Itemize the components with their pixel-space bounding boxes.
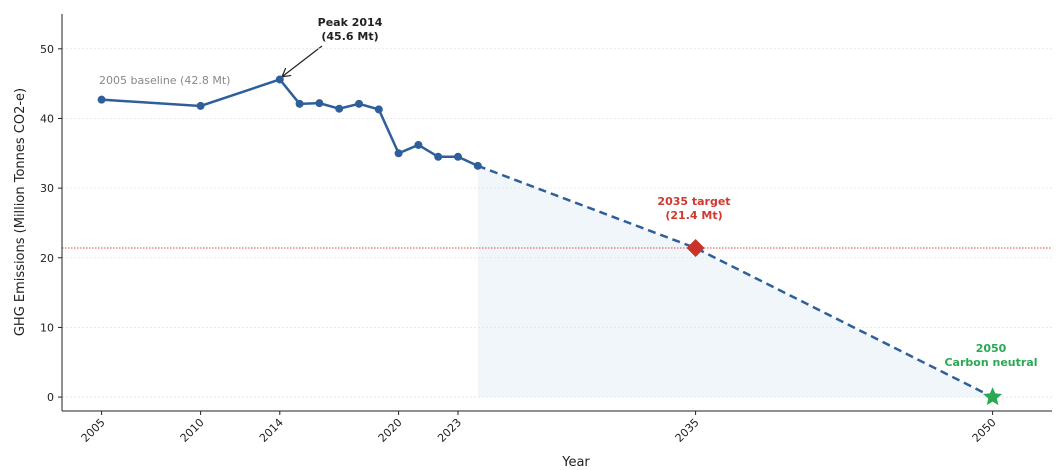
x-axis-label: Year	[561, 455, 590, 470]
target-marker	[686, 239, 705, 258]
data-point	[434, 152, 443, 161]
peak-annotation: (45.6 Mt)	[321, 30, 378, 43]
data-point	[295, 99, 304, 108]
peak-annotation: Peak 2014	[318, 16, 383, 29]
data-point	[374, 105, 383, 114]
y-tick-label: 20	[40, 252, 54, 265]
baseline-annotation: 2005 baseline (42.8 Mt)	[99, 74, 230, 87]
x-tick-label: 2023	[435, 416, 464, 445]
data-point	[315, 99, 324, 108]
y-axis-label: GHG Emissions (Million Tonnes CO2-e)	[13, 88, 28, 336]
y-tick-label: 50	[40, 43, 54, 56]
data-point	[275, 75, 284, 84]
plot	[58, 14, 1052, 415]
neutral-marker	[983, 387, 1003, 406]
y-tick-label: 40	[40, 112, 54, 125]
x-tick-label: 2050	[970, 416, 999, 445]
data-point	[196, 101, 205, 110]
target-annotation: 2035 target	[657, 195, 730, 208]
series-line	[101, 78, 479, 167]
x-tick-label: 2014	[257, 416, 286, 445]
x-tick-label: 2010	[178, 416, 207, 445]
peak-arrow	[283, 45, 323, 76]
x-tick-label: 2005	[79, 416, 108, 445]
data-point	[454, 152, 462, 161]
data-point	[335, 104, 344, 113]
projection-area	[477, 165, 993, 398]
data-point	[394, 149, 403, 158]
data-point	[414, 140, 423, 149]
x-tick-label: 2035	[673, 416, 702, 445]
y-tick-label: 0	[47, 391, 54, 404]
y-tick-label: 10	[40, 321, 54, 334]
data-point	[355, 99, 363, 108]
data-point	[97, 95, 106, 104]
neutral-annotation: Carbon neutral	[944, 356, 1037, 369]
target-annotation: (21.4 Mt)	[665, 209, 722, 222]
neutral-annotation: 2050	[976, 342, 1007, 355]
x-tick-label: 2020	[376, 416, 405, 445]
y-tick-label: 30	[40, 182, 54, 195]
